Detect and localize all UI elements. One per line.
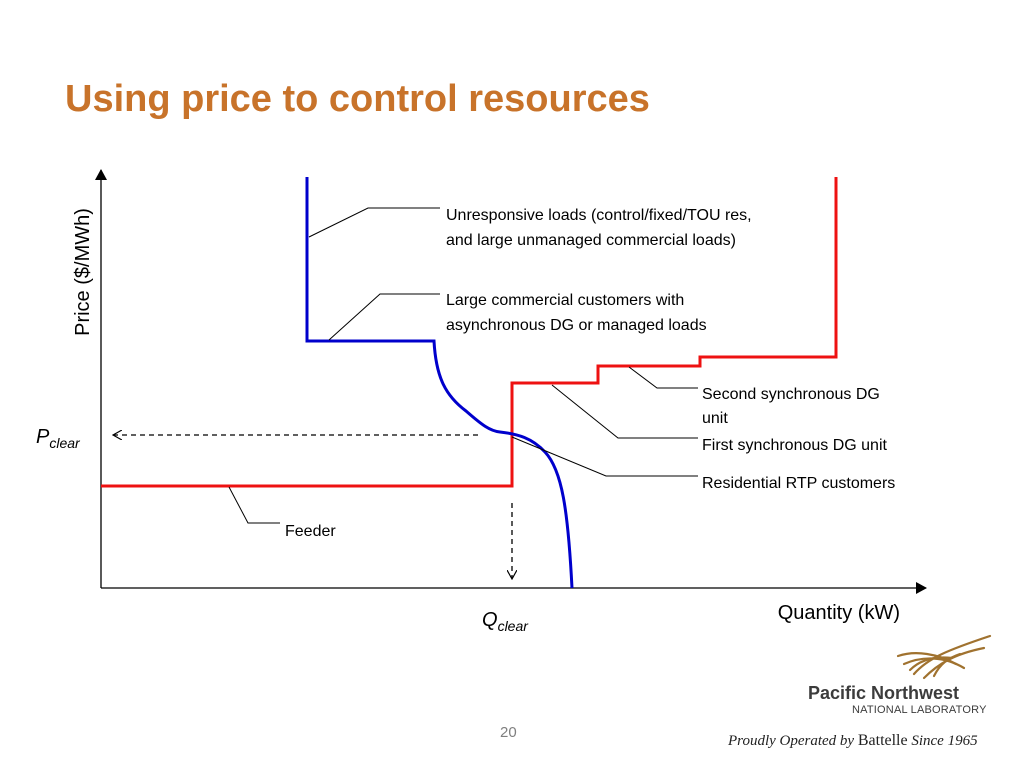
y-axis-label: Price ($/MWh) (72, 208, 94, 336)
x-axis-label: Quantity (kW) (778, 602, 900, 624)
q-clear-label: Qclear (482, 609, 529, 634)
tagline-suffix: Since 1965 (911, 733, 978, 749)
tagline-prefix: Proudly Operated by (728, 733, 855, 749)
annotation-unresponsive-line1: Unresponsive loads (control/fixed/TOU re… (446, 207, 752, 224)
annotation-feeder: Feeder (285, 523, 336, 540)
slide-title: Using price to control resources (65, 78, 650, 120)
p-clear-label: Pclear (36, 426, 81, 451)
q-clear-symbol: Q (482, 609, 498, 631)
annotation-second-dg-line1: Second synchronous DG (702, 386, 880, 403)
leader-feeder (228, 486, 280, 524)
annotation-second-dg-line2: unit (702, 410, 728, 427)
leader-unresponsive (308, 207, 440, 238)
annotation-residential: Residential RTP customers (702, 475, 895, 492)
annotation-unresponsive-line2: and large unmanaged commercial loads) (446, 232, 736, 249)
demand-curve (305, 177, 574, 589)
leader-large-commercial (328, 293, 440, 341)
org-name: Pacific Northwest (808, 683, 960, 703)
annotation-large-commercial-line1: Large commercial customers with (446, 292, 684, 309)
leader-residential (511, 436, 698, 477)
supply-curve (101, 177, 838, 488)
org-subtitle: NATIONAL LABORATORY (852, 704, 987, 716)
p-clear-subscript: clear (49, 435, 81, 451)
p-clear-symbol: P (36, 426, 50, 448)
q-clear-subscript: clear (498, 618, 530, 634)
leader-second-dg (628, 366, 698, 389)
leader-first-dg (551, 384, 698, 439)
tagline: Proudly Operated by Battelle Since 1965 (728, 732, 978, 750)
page-number: 20 (500, 724, 517, 741)
annotation-large-commercial-line2: asynchronous DG or managed loads (446, 317, 707, 334)
tagline-brand: Battelle (857, 732, 908, 749)
annotation-first-dg: First synchronous DG unit (702, 437, 888, 454)
pnnl-logo-icon (896, 634, 992, 680)
